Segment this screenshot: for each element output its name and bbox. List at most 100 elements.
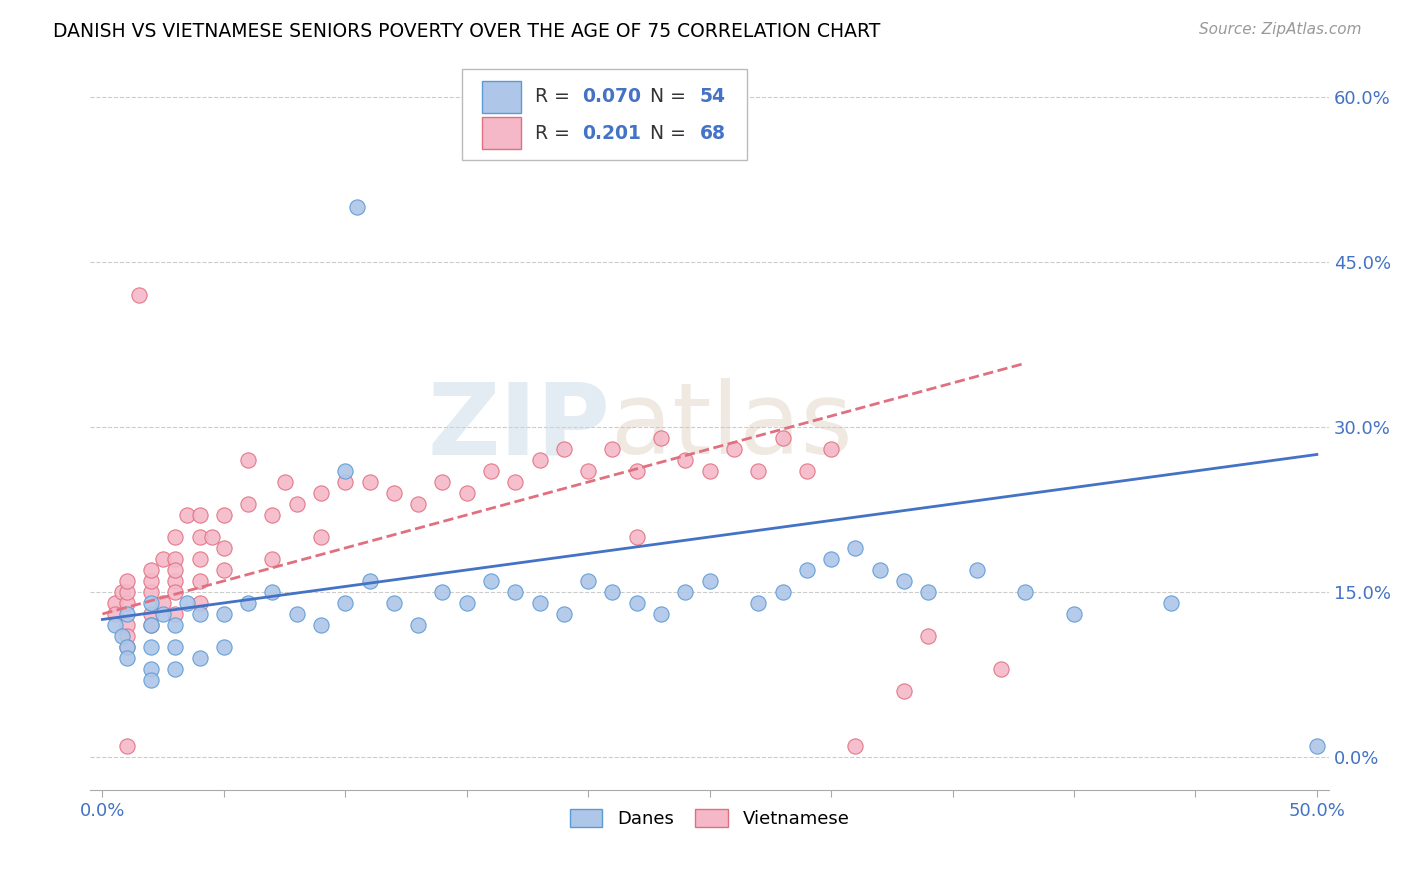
Point <box>188 530 211 544</box>
Point <box>893 574 915 588</box>
Point <box>602 585 624 599</box>
Point <box>188 508 211 522</box>
Point <box>115 585 138 599</box>
Point <box>626 464 648 478</box>
Point <box>115 618 138 632</box>
Point <box>212 563 235 577</box>
Point <box>917 585 939 599</box>
Point <box>115 607 138 621</box>
Point <box>505 475 527 489</box>
Point <box>844 541 866 555</box>
Point <box>165 574 187 588</box>
Point <box>673 585 696 599</box>
Point <box>188 651 211 665</box>
Point <box>359 574 381 588</box>
Point <box>432 475 454 489</box>
Point <box>236 453 259 467</box>
Point <box>650 607 672 621</box>
Text: 0.070: 0.070 <box>582 87 641 106</box>
Point <box>432 585 454 599</box>
Point <box>966 563 988 577</box>
Point <box>115 640 138 654</box>
Point <box>212 607 235 621</box>
Point <box>139 673 162 687</box>
Point <box>201 530 224 544</box>
Point <box>346 200 368 214</box>
Point <box>869 563 891 577</box>
Point <box>772 431 794 445</box>
Point <box>285 497 308 511</box>
Point <box>176 596 198 610</box>
Point <box>820 552 842 566</box>
Text: Source: ZipAtlas.com: Source: ZipAtlas.com <box>1198 22 1361 37</box>
Point <box>309 618 332 632</box>
Point <box>406 618 429 632</box>
Point <box>796 563 818 577</box>
Legend: Danes, Vietnamese: Danes, Vietnamese <box>562 802 856 835</box>
Point <box>673 453 696 467</box>
Point <box>139 585 162 599</box>
Point <box>212 541 235 555</box>
Text: R =: R = <box>534 87 576 106</box>
Text: 54: 54 <box>700 87 725 106</box>
Point <box>188 607 211 621</box>
Point <box>152 596 174 610</box>
Point <box>103 607 125 621</box>
Point <box>309 530 332 544</box>
Point <box>772 585 794 599</box>
Text: N =: N = <box>650 123 692 143</box>
Point <box>553 442 575 456</box>
Point <box>626 530 648 544</box>
Point <box>285 607 308 621</box>
Point <box>650 431 672 445</box>
Text: DANISH VS VIETNAMESE SENIORS POVERTY OVER THE AGE OF 75 CORRELATION CHART: DANISH VS VIETNAMESE SENIORS POVERTY OVE… <box>53 22 880 41</box>
Point <box>699 574 721 588</box>
Point <box>115 596 138 610</box>
Point <box>1014 585 1036 599</box>
Point <box>139 607 162 621</box>
Point <box>236 596 259 610</box>
Point <box>359 475 381 489</box>
Point <box>626 596 648 610</box>
Point <box>699 464 721 478</box>
Point <box>165 585 187 599</box>
FancyBboxPatch shape <box>482 81 522 112</box>
Point <box>723 442 745 456</box>
Point <box>103 596 125 610</box>
Text: ZIP: ZIP <box>427 378 610 475</box>
Text: atlas: atlas <box>610 378 852 475</box>
Point <box>406 497 429 511</box>
Point <box>309 486 332 500</box>
Point <box>820 442 842 456</box>
Point <box>335 596 357 610</box>
Point <box>262 508 284 522</box>
Point <box>212 508 235 522</box>
Point <box>747 464 769 478</box>
Point <box>796 464 818 478</box>
Point <box>115 640 138 654</box>
Point <box>576 464 599 478</box>
Point <box>262 552 284 566</box>
Point <box>111 585 134 599</box>
Point <box>176 508 198 522</box>
Point <box>139 662 162 676</box>
Point <box>115 739 138 753</box>
Point <box>115 651 138 665</box>
Point <box>529 453 551 467</box>
Point <box>382 486 405 500</box>
Point <box>529 596 551 610</box>
Point <box>1306 739 1329 753</box>
Point <box>382 596 405 610</box>
Point <box>165 530 187 544</box>
Point <box>917 629 939 643</box>
Text: 0.201: 0.201 <box>582 123 641 143</box>
Point <box>115 574 138 588</box>
Point <box>335 464 357 478</box>
Point <box>165 552 187 566</box>
Text: 68: 68 <box>700 123 725 143</box>
Point <box>165 640 187 654</box>
FancyBboxPatch shape <box>463 70 747 160</box>
FancyBboxPatch shape <box>482 117 522 149</box>
Point <box>844 739 866 753</box>
Point <box>747 596 769 610</box>
